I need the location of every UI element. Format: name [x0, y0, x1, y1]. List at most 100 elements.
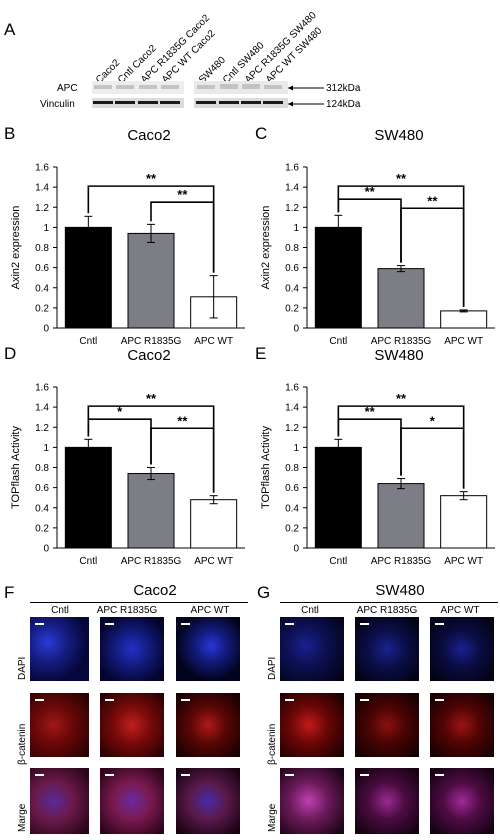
y-tick-label: 1.2 [285, 423, 299, 434]
y-tick-label: 1.4 [35, 403, 49, 414]
x-tick-label: APC WT [194, 556, 233, 565]
panel-label-b: B [4, 124, 16, 143]
y-tick-label: 0.6 [285, 263, 299, 274]
significance-label: ** [146, 391, 157, 406]
scale-bar [435, 623, 444, 625]
y-tick-label: 1.4 [285, 183, 299, 194]
row-label-merge: Marge [267, 803, 278, 832]
micrograph-merge-wt [430, 768, 494, 834]
row-label-catenin: β-catenin [17, 723, 28, 765]
y-tick-label: 0.2 [285, 523, 299, 534]
bar [127, 473, 175, 549]
chart-d: Caco2 TOPflash Activity 0 0.2 0.4 0.6 0.8 1 1.2 1… [10, 347, 245, 565]
blot-band [219, 101, 239, 104]
micrograph-catenin-cntl [30, 693, 89, 757]
bar [64, 226, 112, 329]
scale-bar [35, 774, 44, 776]
micrograph-catenin-wt [176, 693, 240, 757]
micrograph-catenin-cntl [280, 693, 344, 757]
micrograph-catenin-wt [430, 693, 494, 757]
micrograph-dapi-wt [430, 617, 494, 681]
blot-band [116, 85, 134, 89]
microscopy-panel-f: Caco2 Cntl APC R1835G APC WT DAPI β-cate… [0, 580, 250, 840]
blot-bands [92, 81, 324, 108]
blot-row-label-vinculin: Vinculin [40, 99, 75, 110]
y-tick-label: 0.4 [35, 283, 49, 294]
significance-label: ** [146, 171, 157, 186]
scale-bar [360, 774, 369, 776]
bar [440, 495, 488, 549]
y-tick-label: 1.6 [35, 383, 49, 394]
scale-bar [181, 699, 190, 701]
blot-band [161, 85, 179, 89]
scale-bar [35, 699, 44, 701]
y-tick-label: 0.2 [35, 303, 49, 314]
blot-band [220, 84, 238, 89]
microscopy-title: SW480 [375, 582, 425, 599]
y-tick-label: 0 [293, 324, 299, 335]
micrograph-merge-r1835g [100, 768, 164, 834]
y-tick-label: 1.2 [35, 203, 49, 214]
y-tick-label: 1 [43, 443, 49, 454]
y-tick-label: 0.2 [285, 303, 299, 314]
blot-arrowhead [288, 101, 293, 107]
chart-b: Caco2 Axin2 expression 0 0.2 0.4 0.6 0.8 1 1.2 1.… [10, 127, 245, 345]
scale-bar [285, 774, 294, 776]
column-label-r1835g: APC R1835G [96, 605, 158, 616]
scale-bar [181, 623, 190, 625]
y-tick-label: 1.6 [285, 163, 299, 174]
significance-label: ** [177, 187, 188, 202]
y-tick-label: 0 [43, 544, 49, 555]
y-axis-label: Axin2 expression [260, 206, 272, 290]
bar [440, 310, 488, 329]
microscopy-title: Caco2 [133, 582, 177, 599]
bar [314, 226, 362, 329]
y-tick-label: 1 [293, 223, 299, 234]
blot-band [263, 101, 283, 104]
y-tick-label: 1 [43, 223, 49, 234]
significance-label: ** [365, 404, 376, 419]
x-tick-label: APC R1835G [121, 336, 182, 345]
panel-label-a: A [4, 20, 16, 39]
chart-e: SW480 TOPflash Activity 0 0.2 0.4 0.6 0.8 1 1.2 1… [260, 347, 495, 565]
blot-band [94, 85, 112, 89]
significance-label: ** [396, 391, 407, 406]
scale-bar [181, 774, 190, 776]
blot-band [160, 101, 180, 104]
significance-label: ** [177, 413, 188, 428]
divider [30, 602, 248, 603]
y-axis-label: Axin2 expression [10, 206, 22, 290]
chart-title: SW480 [374, 347, 423, 364]
blot-band [197, 85, 215, 89]
y-tick-label: 0.8 [285, 463, 299, 474]
y-tick-label: 1 [293, 443, 299, 454]
scale-bar [285, 699, 294, 701]
significance-label: ** [365, 184, 376, 199]
y-tick-label: 0.4 [35, 503, 49, 514]
x-tick-label: APC R1835G [121, 556, 182, 565]
y-tick-label: 1.6 [35, 163, 49, 174]
significance-label: ** [427, 193, 438, 208]
significance-label: * [430, 413, 436, 428]
blot-band [139, 85, 157, 89]
bar [377, 483, 425, 549]
divider [280, 602, 498, 603]
micrograph-dapi-r1835g [355, 617, 419, 681]
y-tick-label: 0.2 [35, 523, 49, 534]
panel-label-g: G [257, 583, 271, 602]
scale-bar [285, 623, 294, 625]
bar [64, 446, 112, 549]
y-tick-label: 0.8 [35, 463, 49, 474]
x-tick-label: APC R1835G [371, 336, 432, 345]
column-label-r1835g: APC R1835G [356, 605, 418, 616]
panel-label-f: F [4, 583, 15, 602]
micrograph-merge-wt [176, 768, 240, 834]
x-tick-label: APC R1835G [371, 556, 432, 565]
blot-band [264, 85, 282, 89]
blot-band [115, 101, 135, 104]
micrograph-catenin-r1835g [355, 693, 419, 757]
chart-c: SW480 Axin2 expression 0 0.2 0.4 0.6 0.8 1 1.2 1.… [260, 127, 495, 345]
significance-bracket [400, 427, 465, 489]
row-label-catenin: β-catenin [267, 723, 278, 765]
column-label-wt: APC WT [440, 605, 480, 616]
